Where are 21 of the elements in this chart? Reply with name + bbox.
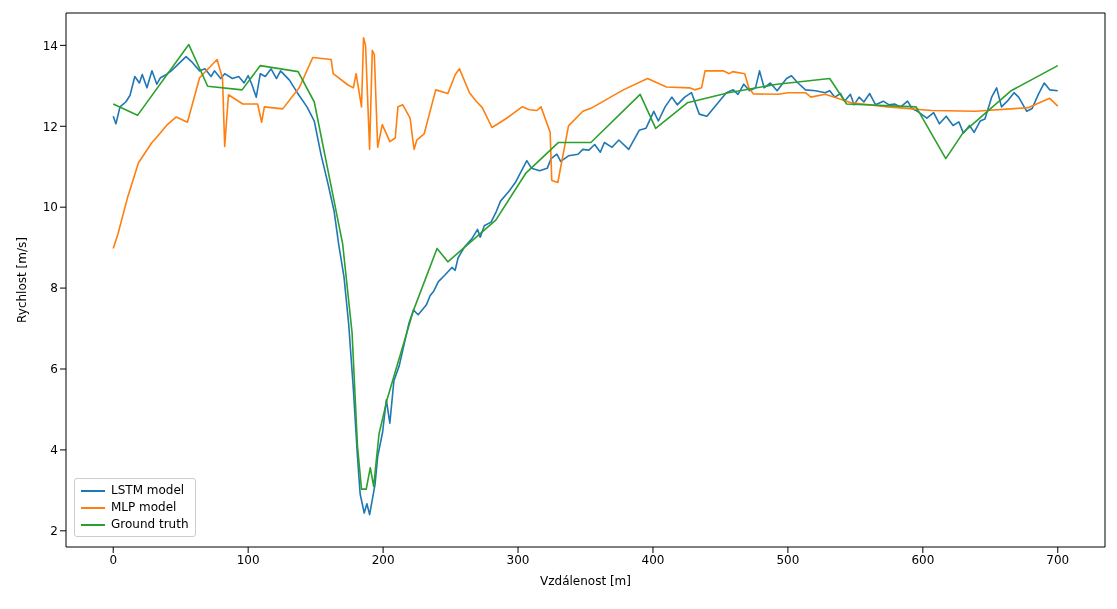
x-tick-label: 100 [236, 552, 260, 567]
y-axis-title: Rychlost [m/s] [15, 237, 30, 323]
x-tick-label: 700 [1046, 552, 1070, 567]
x-tick-label: 200 [371, 552, 395, 567]
y-tick-label: 2 [50, 524, 58, 539]
line-series [112, 36, 1059, 250]
y-tick-label: 4 [50, 443, 58, 458]
x-tick-label: 500 [776, 552, 800, 567]
y-tick-label: 6 [50, 362, 58, 377]
y-tick-label: 12 [42, 119, 58, 134]
x-tick-label: 400 [641, 552, 665, 567]
legend-label: Ground truth [111, 516, 189, 533]
legend-label: MLP model [111, 499, 177, 516]
legend-label: LSTM model [111, 482, 185, 499]
x-axis-title: Vzdálenost [m] [540, 574, 631, 588]
y-tick-label: 14 [42, 38, 58, 53]
y-tick-label: 10 [42, 200, 58, 215]
x-tick-label: 300 [506, 552, 530, 567]
x-tick-label: 600 [911, 552, 935, 567]
y-tick-label: 8 [50, 281, 58, 296]
x-tick-label: 0 [109, 552, 118, 567]
